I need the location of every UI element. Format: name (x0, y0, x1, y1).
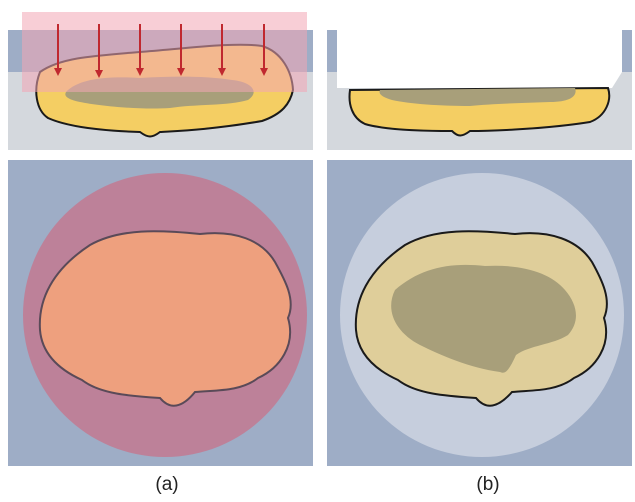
inclusion-b (379, 88, 576, 106)
caption-a: (a) (155, 474, 179, 495)
panel-a-top (8, 12, 313, 150)
pressure-arrows (54, 24, 268, 78)
pressure-zone (22, 12, 307, 92)
heated-material-a (38, 230, 292, 407)
panel-b-bottom (327, 160, 632, 466)
panel-b-top (327, 30, 632, 150)
panel-a-bottom (8, 160, 313, 466)
caption-b: (b) (476, 474, 500, 495)
recess-b (337, 30, 622, 88)
right-wall-b (622, 30, 632, 72)
inclusion-b-top-view (391, 264, 576, 373)
left-wall-b (327, 30, 337, 72)
